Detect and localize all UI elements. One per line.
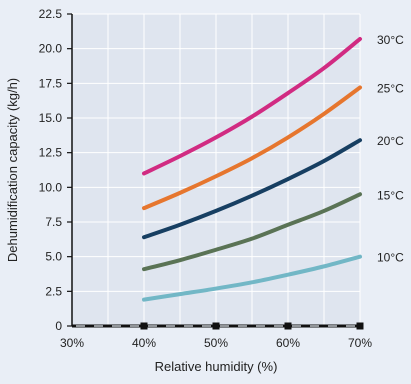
x-tick-label: 40% — [132, 336, 156, 350]
series-label: 30°C — [377, 33, 404, 47]
y-tick-label: 0 — [55, 319, 62, 333]
y-tick-label: 22.5 — [39, 7, 63, 21]
tick-labels: 0 2.5 5.0 7.5 10.0 12.5 15.0 17.5 20.0 22.5 30% 40%… — [39, 7, 373, 350]
series-line — [142, 138, 362, 240]
x-axis-title: Relative humidity (%) — [155, 359, 278, 374]
y-tick-label: 20.0 — [39, 42, 63, 56]
series-line — [142, 36, 362, 176]
series-line — [142, 192, 362, 272]
y-tick-label: 2.5 — [45, 284, 62, 298]
x-tick-marker — [284, 322, 292, 330]
y-axis-title: Dehumidification capacity (kg/h) — [5, 78, 20, 262]
grid-lines — [72, 13, 361, 326]
series-label: 15°C — [377, 188, 404, 202]
x-tick-label: 60% — [276, 336, 300, 350]
x-tick-marker — [356, 322, 364, 330]
y-tick-label: 7.5 — [45, 215, 62, 229]
y-tick-label: 10.0 — [39, 180, 63, 194]
series-line — [142, 85, 362, 211]
series-lines — [142, 36, 362, 302]
x-tick-label: 70% — [348, 336, 372, 350]
x-tick-label: 30% — [60, 336, 84, 350]
y-tick-label: 12.5 — [39, 146, 63, 160]
series-label: 10°C — [377, 251, 404, 265]
x-tick-label: 50% — [204, 336, 228, 350]
y-tick-label: 5.0 — [45, 250, 62, 264]
series-label: 20°C — [377, 134, 404, 148]
series-label: 25°C — [377, 81, 404, 95]
series-labels: 30°C 25°C 20°C 15°C 10°C — [377, 33, 404, 265]
y-tick-label: 17.5 — [39, 76, 63, 90]
y-tick-label: 15.0 — [39, 111, 63, 125]
series-line — [142, 254, 362, 302]
x-tick-marker — [140, 322, 148, 330]
x-tick-marker — [212, 322, 220, 330]
